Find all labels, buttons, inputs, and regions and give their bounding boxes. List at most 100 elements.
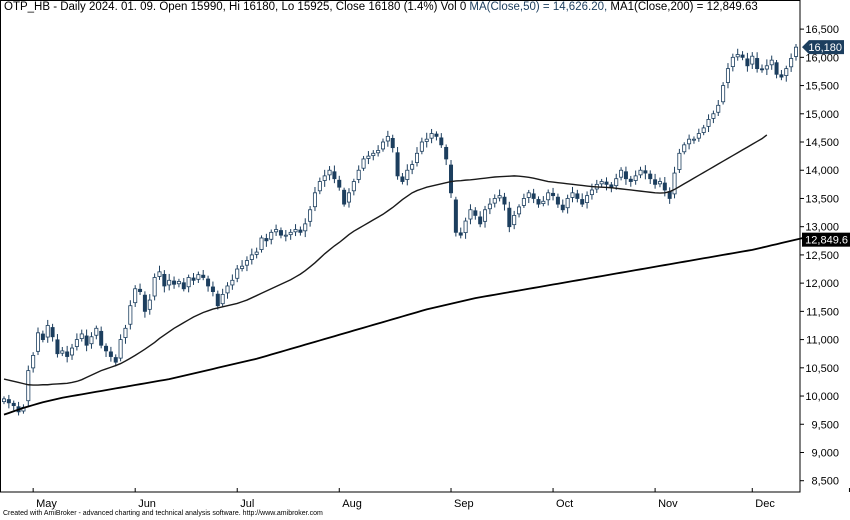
candle-body	[560, 204, 565, 211]
candle-body	[716, 104, 721, 113]
candle	[312, 187, 317, 212]
candle	[356, 165, 361, 184]
candle	[133, 285, 138, 307]
candle	[570, 186, 575, 203]
candle	[517, 204, 522, 218]
candle-body	[769, 59, 774, 66]
candle-body	[283, 234, 288, 237]
candle-body	[99, 330, 104, 346]
candle-body	[648, 173, 653, 180]
candles-group	[2, 44, 799, 416]
candle	[623, 166, 628, 185]
candle	[395, 146, 400, 180]
candle-body	[108, 351, 113, 357]
candle-body	[662, 182, 667, 191]
y-tick-label: 12,000	[805, 278, 839, 290]
candle-body	[215, 293, 220, 307]
candle-body	[385, 135, 390, 142]
candle	[619, 167, 624, 181]
candle	[298, 226, 303, 236]
candle	[288, 229, 293, 240]
candle-body	[502, 196, 507, 205]
candle-body	[70, 347, 75, 356]
candle	[444, 144, 449, 166]
candle-body	[483, 209, 488, 222]
candle-body	[721, 85, 726, 103]
candle-body	[745, 58, 750, 67]
candle	[249, 248, 254, 265]
candle-body	[614, 178, 619, 187]
candle	[507, 201, 512, 233]
candle	[410, 160, 415, 175]
candle-body	[565, 198, 570, 209]
candle	[138, 283, 143, 295]
y-tick-label: 15,500	[805, 81, 839, 93]
y-tick-label: 11,500	[806, 306, 839, 318]
candle	[687, 134, 692, 150]
candle-body	[405, 169, 410, 180]
candle	[278, 227, 283, 239]
candle-body	[424, 138, 429, 142]
candle	[614, 173, 619, 190]
y-tick-label: 15,000	[805, 109, 839, 121]
price-label-box	[802, 40, 844, 55]
candle-body	[274, 229, 279, 233]
candle	[487, 198, 492, 215]
candle-body	[619, 169, 624, 178]
candle-body	[453, 199, 458, 233]
candle	[691, 136, 696, 144]
candle	[99, 326, 104, 349]
candle-body	[725, 68, 730, 83]
candle	[769, 55, 774, 70]
candle	[721, 82, 726, 105]
candle	[94, 325, 99, 340]
candle	[502, 192, 507, 211]
candle-body	[118, 339, 123, 359]
candle-body	[774, 62, 779, 75]
candle-body	[36, 332, 41, 352]
candle-body	[191, 277, 196, 281]
x-tick-label: Nov	[658, 498, 678, 510]
candle	[551, 187, 556, 201]
candle	[303, 218, 308, 238]
candle-body	[609, 184, 614, 188]
candle-body	[779, 74, 784, 78]
candle-body	[784, 68, 789, 76]
candle	[759, 64, 764, 73]
candle-body	[657, 181, 662, 185]
candle	[745, 52, 750, 72]
y-tick-label: 9,500	[811, 419, 839, 431]
chart-header: OTP_HB - Daily 2024. 01. 09. Open 15990,…	[4, 1, 758, 13]
candle-body	[575, 193, 580, 199]
candle	[11, 400, 16, 411]
candle	[210, 281, 215, 297]
candle-body	[230, 279, 235, 286]
candle	[784, 65, 789, 82]
candle	[206, 275, 211, 292]
candle	[89, 332, 94, 349]
y-tick-label: 10,500	[805, 363, 839, 375]
x-tick-label: Jul	[240, 498, 254, 510]
candle	[176, 278, 181, 288]
candle	[113, 354, 118, 367]
candle-body	[623, 171, 628, 180]
candle-body	[225, 285, 230, 294]
y-tick-label: 12,500	[805, 250, 839, 262]
candle-body	[123, 327, 128, 338]
candle	[40, 330, 45, 343]
candle	[147, 294, 152, 315]
candle	[716, 100, 721, 116]
candle	[789, 53, 794, 72]
candle-body	[162, 273, 167, 287]
x-tick-label: Aug	[342, 498, 362, 510]
candle-body	[196, 274, 201, 280]
candle-body	[599, 181, 604, 185]
candle-body	[346, 192, 351, 203]
candle-body	[167, 279, 172, 286]
candle	[672, 166, 677, 199]
candle-body	[449, 164, 454, 194]
candle-body	[604, 181, 609, 185]
candle	[259, 235, 264, 253]
